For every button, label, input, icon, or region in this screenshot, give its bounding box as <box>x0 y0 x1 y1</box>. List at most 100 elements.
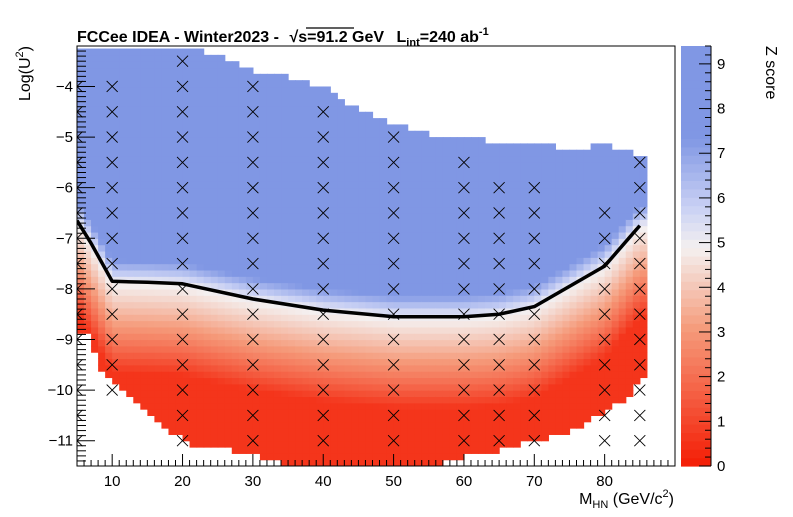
heatmap-cell <box>485 187 493 195</box>
heatmap-cell <box>625 320 634 328</box>
heatmap-cell <box>112 168 120 176</box>
heatmap-cell <box>513 415 521 423</box>
heatmap-cell <box>513 225 521 233</box>
heatmap-cell <box>625 333 634 341</box>
heatmap-cell <box>224 402 233 410</box>
heatmap-cell <box>407 187 416 195</box>
heatmap-cell <box>84 320 92 328</box>
heatmap-cell <box>583 415 592 423</box>
heatmap-cell <box>161 162 170 170</box>
heatmap-cell <box>365 250 374 258</box>
heatmap-cell <box>583 250 592 258</box>
heatmap-cell <box>499 175 507 182</box>
heatmap-cell <box>351 326 360 334</box>
heatmap-cell <box>238 118 247 126</box>
heatmap-cell <box>112 257 120 265</box>
heatmap-cell <box>154 415 163 423</box>
heatmap-cell <box>182 383 191 391</box>
heatmap-cell <box>140 124 148 132</box>
heatmap-cell <box>548 231 556 239</box>
heatmap-cell <box>449 390 458 398</box>
heatmap-cell <box>231 288 240 296</box>
heatmap-cell <box>506 175 514 182</box>
heatmap-cell <box>625 187 634 195</box>
heatmap-cell <box>520 225 528 233</box>
heatmap-cell <box>590 396 599 404</box>
heatmap-cell <box>330 314 338 322</box>
heatmap-cell <box>126 118 134 126</box>
heatmap-cell <box>400 453 409 461</box>
heatmap-cell <box>590 175 599 182</box>
heatmap-cell <box>583 409 592 416</box>
heatmap-cell <box>569 358 578 366</box>
heatmap-cell <box>203 421 212 429</box>
heatmap-cell <box>196 358 205 366</box>
heatmap-cell <box>273 250 282 258</box>
heatmap-cell <box>266 73 275 81</box>
x-tick-label: 60 <box>456 473 473 490</box>
heatmap-cell <box>492 428 500 435</box>
heatmap-cell <box>98 137 106 145</box>
heatmap-cell <box>281 73 289 81</box>
heatmap-cell <box>266 206 275 214</box>
heatmap-cell <box>161 377 170 385</box>
heatmap-cell <box>98 99 106 107</box>
heatmap-cell <box>485 396 493 404</box>
heatmap-cell <box>449 364 458 372</box>
heatmap-cell <box>266 212 275 220</box>
heatmap-cell <box>266 219 275 227</box>
discovery-contour <box>77 219 642 319</box>
heatmap-cell <box>295 175 303 182</box>
heatmap-cell <box>161 181 170 189</box>
heatmap-cell <box>618 269 627 277</box>
heatmap-cell <box>344 339 352 347</box>
heatmap-cell <box>435 263 444 271</box>
heatmap-cell <box>119 345 127 353</box>
heatmap-cell <box>210 175 219 182</box>
heatmap-cell <box>330 459 338 466</box>
heatmap-cell <box>288 80 296 88</box>
heatmap-cell <box>252 345 261 353</box>
heatmap-cell <box>316 459 324 466</box>
heatmap-cell <box>379 390 388 398</box>
heatmap-cell <box>414 187 423 195</box>
heatmap-cell <box>604 187 613 195</box>
heatmap-cell <box>154 314 163 322</box>
heatmap-cell <box>414 269 423 277</box>
heatmap-cell <box>91 263 99 271</box>
heatmap-cell <box>161 118 170 126</box>
grid-marker <box>493 358 505 371</box>
palette-bin <box>681 214 711 223</box>
heatmap-cell <box>435 250 444 258</box>
heatmap-cell <box>224 257 233 265</box>
heatmap-cell <box>168 295 177 303</box>
heatmap-cell <box>611 282 620 290</box>
heatmap-cell <box>266 352 275 360</box>
heatmap-cell <box>210 225 219 233</box>
heatmap-cell <box>266 402 275 410</box>
heatmap-cell <box>91 73 99 81</box>
heatmap-cell <box>365 263 374 271</box>
grid-marker <box>458 257 470 270</box>
heatmap-cell <box>238 377 247 385</box>
heatmap-cell <box>330 333 338 341</box>
heatmap-cell <box>210 320 219 328</box>
x-tick-label: 80 <box>596 473 613 490</box>
heatmap-cell <box>295 105 303 113</box>
heatmap-cell <box>400 231 409 239</box>
heatmap-cell <box>147 231 155 239</box>
heatmap-cell <box>203 263 212 271</box>
heatmap-cell <box>386 371 395 379</box>
heatmap-cell <box>105 92 113 100</box>
heatmap-cell <box>372 118 381 126</box>
grid-marker <box>458 283 470 295</box>
heatmap-cell <box>449 238 458 246</box>
heatmap-cell <box>358 352 367 360</box>
heatmap-cell <box>133 282 141 290</box>
heatmap-cell <box>421 383 430 391</box>
heatmap-cell <box>618 358 627 366</box>
heatmap-cell <box>520 219 528 227</box>
heatmap-cell <box>252 428 261 435</box>
heatmap-cell <box>203 390 212 398</box>
heatmap-cell <box>541 187 549 195</box>
